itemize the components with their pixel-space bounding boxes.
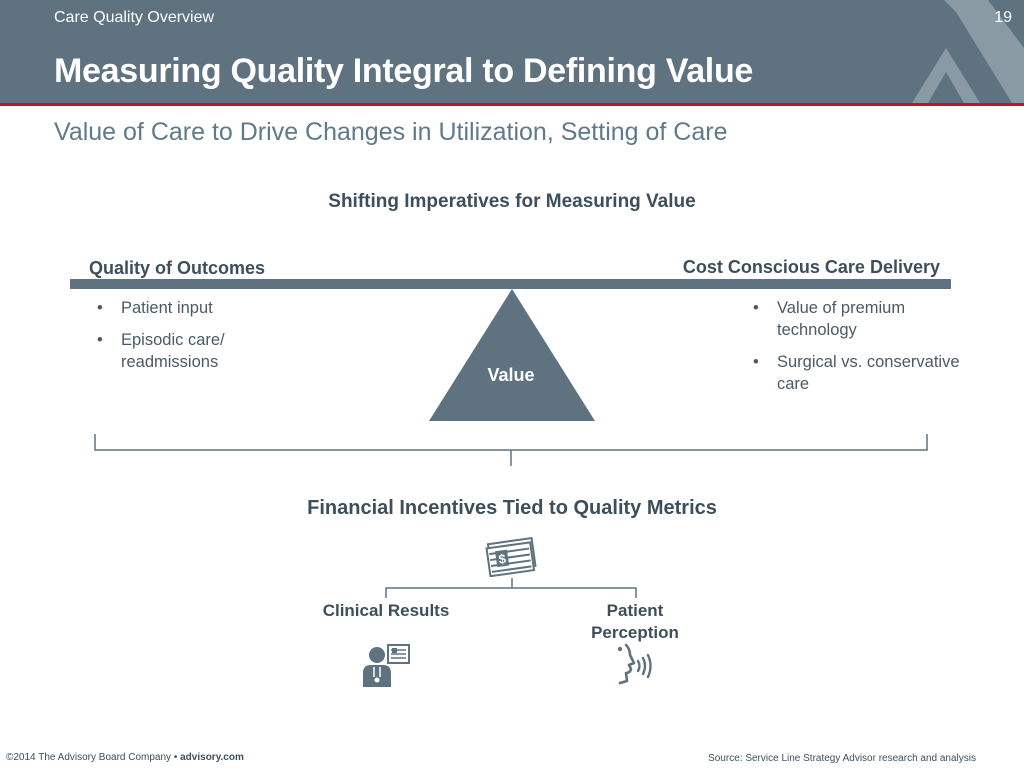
list-item: Patient input <box>93 297 313 319</box>
page-title: Measuring Quality Integral to Defining V… <box>54 52 754 90</box>
incentives-title: Financial Incentives Tied to Quality Met… <box>307 497 717 519</box>
copyright-text: ©2014 The Advisory Board Company • <box>6 752 181 763</box>
section-label: Care Quality Overview <box>54 9 215 26</box>
diagram-title: Shifting Imperatives for Measuring Value <box>328 191 696 212</box>
quality-of-outcomes-heading: Quality of Outcomes <box>89 258 266 278</box>
triangle-fulcrum-icon <box>429 289 595 421</box>
balance-beam <box>70 279 951 289</box>
clinical-results-label: Clinical Results <box>322 601 450 620</box>
doctor-chart-icon <box>363 644 410 687</box>
fulcrum-label: Value <box>487 365 535 385</box>
svg-text:$: $ <box>498 551 508 567</box>
header-accent-line <box>0 103 1024 106</box>
patient-perception-label: Patient Perception <box>591 601 679 642</box>
page-subtitle: Value of Care to Drive Changes in Utiliz… <box>54 118 728 146</box>
money-stack-icon: $ <box>485 537 537 577</box>
branch-connector <box>385 578 637 598</box>
list-item: Value of premium technology <box>749 297 969 341</box>
page-number: 19 <box>994 9 1012 26</box>
right-bullet-list: Value of premium technology Surgical vs.… <box>749 297 969 405</box>
footer-copyright: ©2014 The Advisory Board Company • advis… <box>6 752 244 763</box>
left-bullet-list: Patient input Episodic care/ readmission… <box>93 297 313 383</box>
stylized-a-logo-icon <box>912 0 1024 103</box>
bracket-connector <box>94 434 928 466</box>
list-item: Surgical vs. conservative care <box>749 351 969 395</box>
footer-source: Source: Service Line Strategy Advisor re… <box>708 753 976 764</box>
header-band: Care Quality Overview 19 Measuring Quali… <box>0 0 1024 103</box>
list-item: Episodic care/ readmissions <box>93 329 313 373</box>
website-link[interactable]: advisory.com <box>180 752 244 763</box>
speaking-head-icon <box>617 643 652 685</box>
cost-conscious-heading: Cost Conscious Care Delivery <box>682 257 940 277</box>
